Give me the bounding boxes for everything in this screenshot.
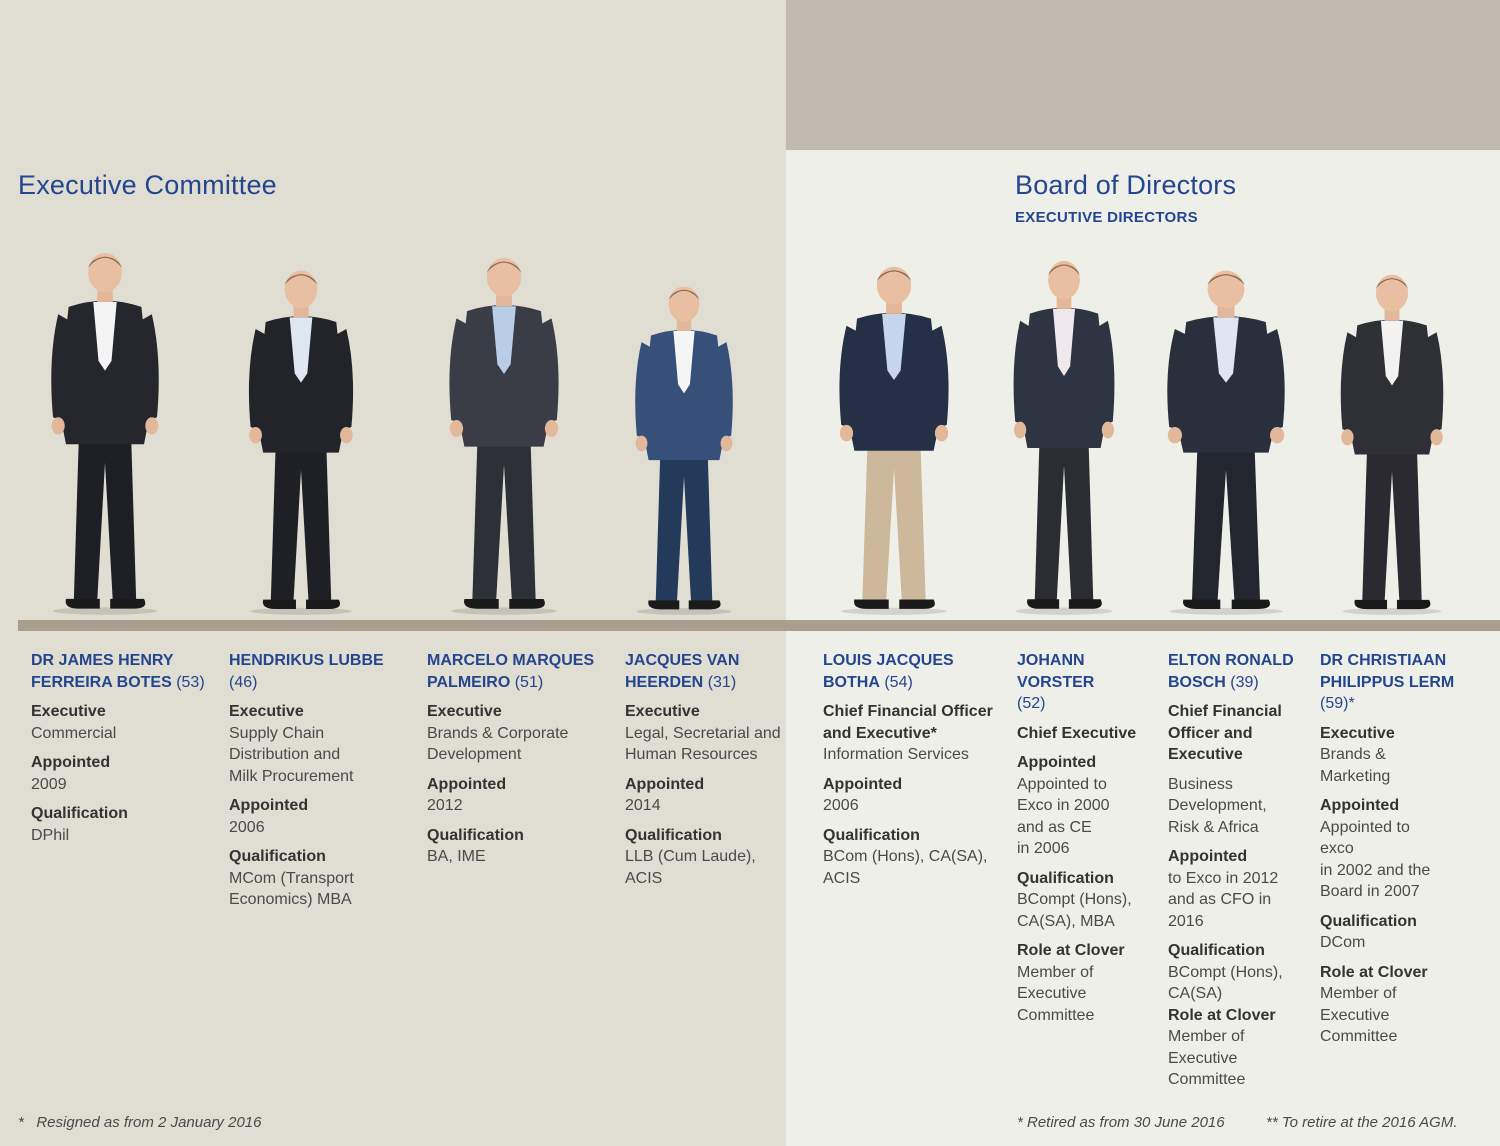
board-header-band [786,0,1500,150]
board-footnote-retire-agm: ** To retire at the 2016 AGM. [1266,1114,1458,1131]
qualification-value: BCompt (Hons), CA(SA) [1168,963,1283,1003]
member-age: (54) [884,673,913,691]
member-name: MARCELO MARQUES PALMEIRO [427,652,595,691]
board-member-botha: LOUIS JACQUES BOTHA (54) Chief Financial… [823,650,1003,889]
qualification-label: Qualification [823,826,920,844]
board-footnote-retired: * Retired as from 30 June 2016 [1017,1114,1225,1131]
qualification-value: BA, IME [427,848,486,865]
appointed-label: Appointed [625,775,705,793]
appointed-label: Appointed [823,775,903,793]
qualification-label: Qualification [229,848,326,865]
exco-member-van-heerden: JACQUES VAN HEERDEN (31) Executive Legal,… [625,650,785,889]
member-age: (59)* [1320,695,1355,712]
portrait-bosch-photo [1155,266,1297,616]
role-label: Executive [229,703,304,720]
exco-footnote: * Resigned as from 2 January 2016 [18,1114,262,1131]
qualification-value: DPhil [31,826,70,844]
appointed-value: Appointed to exco in 2002 and the Board … [1320,818,1431,901]
role-at-clover-value: Member of Executive Committee [1017,963,1095,1024]
role-at-clover-value: Member of Executive Committee [1168,1028,1246,1088]
exco-title: Executive Committee [18,170,277,200]
appointed-value: 2006 [823,797,859,814]
role-label: Executive [31,703,106,720]
role-at-clover-value: Member of Executive Committee [1320,985,1398,1045]
qualification-label: Qualification [31,805,128,822]
board-subtitle: EXECUTIVE DIRECTORS [1015,209,1198,226]
exco-member-botes: DR JAMES HENRY FERREIRA BOTES (53) Execu… [31,650,221,846]
qualification-label: Qualification [625,826,722,844]
member-age: (46) [229,673,258,691]
appointed-label: Appointed [427,775,507,793]
role-value: Supply Chain Distribution and Milk Procu… [229,724,354,785]
qualification-value: BCompt (Hons), CA(SA), MBA [1017,891,1132,930]
member-age: (53) [176,673,205,691]
member-name: ELTON RONALD BOSCH [1168,652,1294,691]
appointed-value: to Exco in 2012 and as CFO in 2016 [1168,869,1279,930]
member-age: (51) [514,673,544,691]
portrait-palmeiro-photo [438,253,570,616]
role-value: Information Services [823,746,969,763]
exco-member-palmeiro: MARCELO MARQUES PALMEIRO (51) Executive B… [427,650,602,868]
appointed-label: Appointed [229,797,309,814]
qualification-label: Qualification [427,826,524,844]
role-value: Brands & Marketing [1320,746,1391,785]
role-label: Chief Financial Officer and Executive [1168,703,1282,763]
role-label: Chief Executive [1017,724,1137,742]
qualification-label: Qualification [1168,942,1265,959]
portrait-lerm-photo [1330,270,1454,616]
appointed-value: 2009 [31,775,67,793]
role-value: Legal, Secretarial and Human Resources [625,724,781,764]
role-at-clover-label: Role at Clover [1017,942,1125,959]
board-title: Board of Directors [1015,170,1237,200]
board-member-lerm: DR CHRISTIAAN PHILIPPUS LERM (59)* Execut… [1320,650,1470,1048]
qualification-value: MCom (Transport Economics) MBA [229,869,354,909]
member-name: LOUIS JACQUES BOTHA [823,652,954,691]
qualification-label: Qualification [1320,912,1417,930]
member-name: HENDRIKUS LUBBE [229,652,384,669]
member-name: JACQUES VAN HEERDEN [625,652,740,691]
role-at-clover-label: Role at Clover [1320,963,1428,981]
qualification-value: LLB (Cum Laude), ACIS [625,848,756,887]
appointed-label: Appointed [1320,797,1400,814]
board-member-bosch: ELTON RONALD BOSCH (39) Chief Financial … [1168,650,1308,1091]
member-name: DR CHRISTIAAN PHILIPPUS LERM [1320,652,1455,691]
role-value: Business Development, Risk & Africa [1168,775,1267,836]
role-value: Brands & Corporate Development [427,724,569,764]
qualification-value: BCom (Hons), CA(SA), ACIS [823,848,988,887]
role-label: Executive [1320,724,1395,742]
portrait-botha-photo [828,262,960,616]
qualification-value: DCom [1320,934,1366,951]
portrait-van-heerden-photo [625,282,743,616]
appointed-label: Appointed [1168,848,1248,865]
member-age: (39) [1230,673,1259,691]
appointed-label: Appointed [31,754,111,771]
member-age: (52) [1017,695,1046,712]
divider-rule [18,620,1500,631]
portrait-vorster-photo [1003,256,1125,616]
role-value: Commercial [31,724,117,742]
appointed-value: 2006 [229,818,265,836]
portrait-lubbe-photo [238,266,364,616]
member-name: JOHANN VORSTER [1017,652,1095,691]
portrait-botes-photo [40,248,170,616]
exco-member-lubbe: HENDRIKUS LUBBE (46) Executive Supply Chai… [229,650,409,911]
appointed-label: Appointed [1017,754,1097,771]
role-at-clover-label: Role at Clover [1168,1006,1276,1024]
role-label: Chief Financial Officer and Executive* [823,703,993,742]
qualification-label: Qualification [1017,869,1114,887]
appointed-value: 2012 [427,797,463,814]
role-label: Executive [625,703,700,720]
appointed-value: 2014 [625,797,661,814]
member-age: (31) [707,673,737,691]
role-label: Executive [427,703,502,720]
appointed-value: Appointed to Exco in 2000 and as CE in 2… [1017,775,1110,858]
board-member-vorster: JOHANN VORSTER (52) Chief Executive Appoi… [1017,650,1157,1026]
member-name: DR JAMES HENRY FERREIRA BOTES [31,652,174,691]
